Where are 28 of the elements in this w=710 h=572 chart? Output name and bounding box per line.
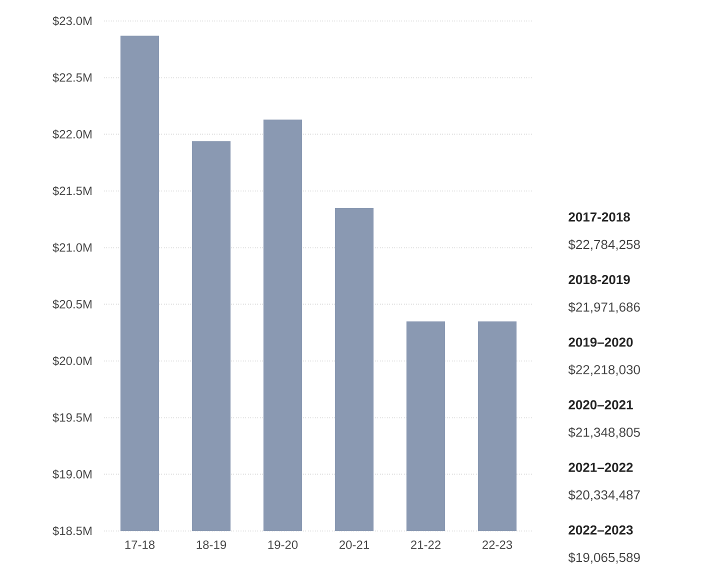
text: 2017-2018 xyxy=(568,212,630,222)
text: $22,218,030 xyxy=(568,364,640,376)
text: $21,971,686 xyxy=(568,302,640,314)
y-tick-label: $20.0M xyxy=(52,356,92,366)
text: $20,334,487 xyxy=(568,490,640,502)
x-tick-label: 19-20 xyxy=(268,540,298,550)
y-tick-label: $19.5M xyxy=(52,412,92,423)
x-tick-label: 18-19 xyxy=(196,540,226,550)
x-tick-label: 22-23 xyxy=(482,540,512,550)
y-tick-label: $23.0M xyxy=(52,16,92,26)
y-tick-label: $21.5M xyxy=(52,186,92,196)
text: 2022–2023 xyxy=(568,525,633,535)
y-tick-label: $19.0M xyxy=(52,469,92,480)
y-tick-label: $20.5M xyxy=(52,299,92,310)
text: 2020–2021 xyxy=(568,400,633,410)
y-tick-label: $22.5M xyxy=(52,72,92,83)
x-tick-label: 17-18 xyxy=(125,540,155,550)
x-tick-label: 21-22 xyxy=(411,540,440,549)
text: $22,784,258 xyxy=(568,239,640,251)
text: $21,348,805 xyxy=(568,427,640,438)
x-tick-label: 20-21 xyxy=(340,540,369,550)
y-tick-label: $18.5M xyxy=(52,526,92,536)
text: 2018-2019 xyxy=(568,274,630,284)
text: 2021–2022 xyxy=(568,462,633,472)
y-tick-label: $22.0M xyxy=(52,129,92,140)
text: 2019–2020 xyxy=(568,338,633,347)
text: $19,065,589 xyxy=(568,552,640,564)
y-tick-label: $21.0M xyxy=(52,242,92,253)
